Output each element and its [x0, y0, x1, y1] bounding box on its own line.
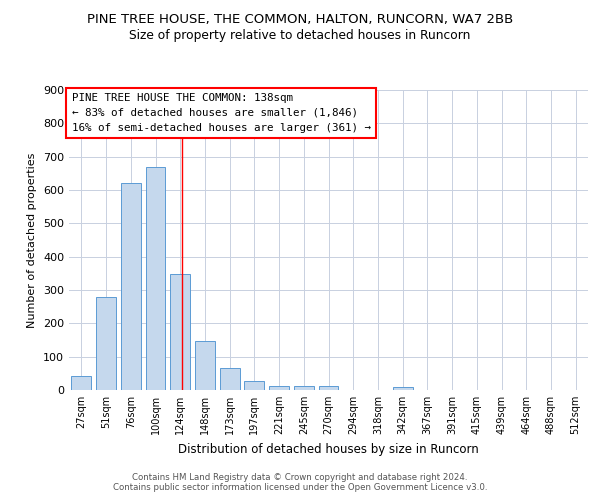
Bar [195, 340, 215, 390]
Text: PINE TREE HOUSE, THE COMMON, HALTON, RUNCORN, WA7 2BB: PINE TREE HOUSE, THE COMMON, HALTON, RUN… [87, 12, 513, 26]
Bar [121, 182, 140, 390]
Bar [96, 298, 116, 390]
Text: Contains HM Land Registry data © Crown copyright and database right 2024.: Contains HM Land Registry data © Crown c… [132, 472, 468, 482]
Text: Contains public sector information licensed under the Open Government Licence v3: Contains public sector information licen… [113, 484, 487, 492]
Bar [244, 381, 264, 390]
Bar [170, 274, 190, 390]
Text: PINE TREE HOUSE THE COMMON: 138sqm
← 83% of detached houses are smaller (1,846)
: PINE TREE HOUSE THE COMMON: 138sqm ← 83%… [71, 93, 371, 132]
Bar [294, 386, 314, 390]
Bar [146, 168, 166, 390]
Text: Size of property relative to detached houses in Runcorn: Size of property relative to detached ho… [130, 29, 470, 42]
Bar [319, 386, 338, 390]
Bar [269, 386, 289, 390]
Bar [393, 388, 413, 390]
Y-axis label: Number of detached properties: Number of detached properties [28, 152, 37, 328]
X-axis label: Distribution of detached houses by size in Runcorn: Distribution of detached houses by size … [178, 442, 479, 456]
Bar [220, 368, 239, 390]
Bar [71, 376, 91, 390]
